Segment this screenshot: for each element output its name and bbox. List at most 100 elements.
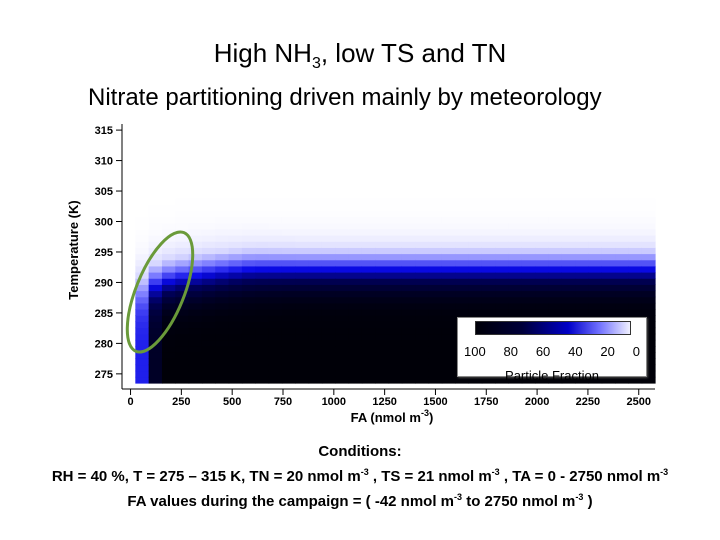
- heatmap-cell: [415, 185, 430, 193]
- heatmap-cell: [348, 167, 363, 174]
- heatmap-cell: [375, 173, 390, 181]
- heatmap-cell: [308, 296, 323, 304]
- heatmap-cell: [215, 247, 230, 255]
- heatmap-cell: [388, 346, 403, 353]
- heatmap-cell: [521, 290, 536, 298]
- heatmap-cell: [228, 185, 243, 193]
- heatmap-cell: [455, 302, 470, 310]
- x-tick-label: 1750: [474, 396, 498, 408]
- heatmap-cell: [521, 210, 536, 218]
- heatmap-cell: [335, 228, 350, 236]
- heatmap-cell: [548, 142, 563, 150]
- heatmap-cell: [281, 290, 296, 298]
- heatmap-cell: [281, 259, 296, 267]
- heatmap-cell: [268, 302, 283, 310]
- heatmap-cell: [255, 154, 270, 162]
- heatmap-cell: [348, 321, 363, 329]
- heatmap-cell: [268, 364, 283, 372]
- heatmap-cell: [161, 339, 176, 347]
- heatmap-cell: [495, 216, 510, 224]
- heatmap-cell: [215, 259, 230, 267]
- heatmap-cell: [535, 161, 549, 168]
- heatmap-cell: [268, 309, 283, 316]
- heatmap-cell: [415, 284, 430, 292]
- heatmap-cell: [495, 284, 510, 292]
- heatmap-cell: [295, 191, 310, 199]
- heatmap-cell: [495, 247, 510, 255]
- heatmap-cell: [495, 272, 510, 279]
- heatmap-cell: [588, 130, 603, 137]
- heatmap-cell: [495, 302, 510, 310]
- heatmap-cell: [361, 148, 376, 156]
- heatmap-cell: [641, 376, 656, 384]
- heatmap-cell: [508, 376, 523, 384]
- heatmap-cell: [388, 228, 403, 236]
- heatmap-cell: [548, 228, 563, 236]
- heatmap-cell: [161, 358, 176, 366]
- heatmap-cell: [281, 173, 296, 181]
- heatmap-cell: [281, 315, 296, 322]
- heatmap-cell: [481, 148, 496, 156]
- heatmap-cell: [481, 191, 496, 199]
- heatmap-cell: [535, 173, 549, 181]
- heatmap-cell: [521, 161, 536, 168]
- heatmap-cell: [268, 327, 283, 335]
- heatmap-cell: [175, 235, 190, 242]
- heatmap-cell: [415, 309, 430, 316]
- heatmap-cell: [148, 321, 163, 329]
- heatmap-cell: [481, 253, 496, 261]
- heatmap-cell: [361, 364, 376, 372]
- heatmap-cell: [268, 167, 283, 174]
- heatmap-cell: [455, 136, 470, 144]
- heatmap-cell: [135, 228, 150, 236]
- heatmap-cell: [428, 191, 443, 199]
- heatmap-cell: [628, 185, 643, 193]
- heatmap-cell: [428, 370, 443, 378]
- heatmap-cell: [228, 241, 243, 248]
- heatmap-cell: [428, 235, 443, 242]
- heatmap-cell: [335, 241, 350, 248]
- heatmap-cell: [468, 179, 483, 187]
- heatmap-cell: [241, 204, 256, 211]
- heatmap-cell: [415, 272, 430, 279]
- heatmap-cell: [201, 302, 216, 310]
- heatmap-cell: [388, 259, 403, 267]
- heatmap-cell: [361, 198, 376, 205]
- heatmap-cell: [255, 216, 270, 224]
- heatmap-cell: [401, 272, 416, 279]
- heatmap-cell: [188, 222, 203, 230]
- heatmap-cell: [641, 339, 656, 347]
- heatmap-cell: [201, 265, 216, 273]
- heatmap-cell: [428, 364, 443, 372]
- heatmap-cell: [175, 136, 190, 144]
- heatmap-cell: [401, 253, 416, 261]
- heatmap-cell: [308, 364, 323, 372]
- heatmap-cell: [535, 259, 549, 267]
- heatmap-cell: [175, 241, 190, 248]
- heatmap-cell: [641, 327, 656, 335]
- heatmap-cell: [228, 198, 243, 205]
- heatmap-cell: [561, 222, 576, 230]
- heatmap-cell: [188, 296, 203, 304]
- heatmap-cell: [441, 259, 456, 267]
- heatmap-cell: [241, 376, 256, 384]
- heatmap-cell: [335, 136, 350, 144]
- heatmap-cell: [215, 364, 230, 372]
- heatmap-cell: [508, 222, 523, 230]
- heatmap-cell: [201, 173, 216, 181]
- heatmap-cell: [308, 142, 323, 150]
- heatmap-cell: [535, 154, 549, 162]
- heatmap-cell: [135, 352, 150, 359]
- heatmap-cell: [561, 272, 576, 279]
- heatmap-cell: [268, 265, 283, 273]
- heatmap-cell: [588, 302, 603, 310]
- heatmap-cell: [535, 148, 549, 156]
- heatmap-cell: [188, 142, 203, 150]
- heatmap-cell: [575, 241, 589, 248]
- heatmap-cell: [148, 130, 163, 137]
- heatmap-cell: [455, 309, 470, 316]
- conditions-text: Conditions: RH = 40 %, T = 275 – 315 K, …: [0, 442, 720, 512]
- heatmap-cell: [321, 204, 336, 211]
- heatmap-cell: [468, 173, 483, 181]
- heatmap-cell: [228, 179, 243, 187]
